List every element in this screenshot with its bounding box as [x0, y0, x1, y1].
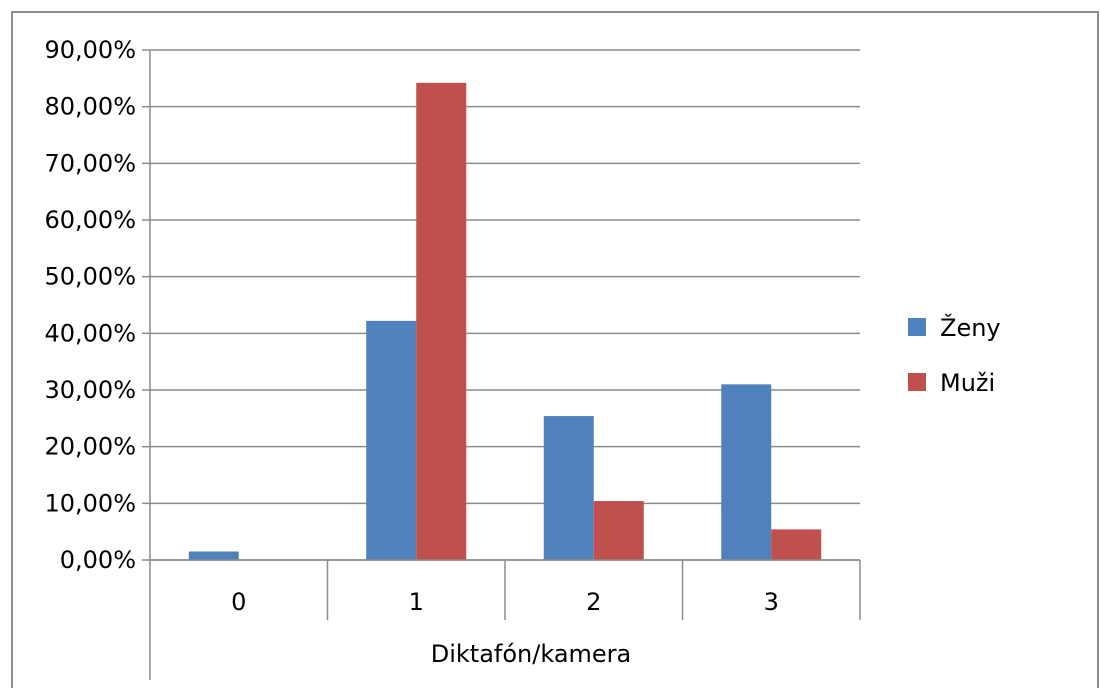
legend-label: Ženy — [940, 313, 1001, 342]
legend-swatch — [908, 373, 926, 391]
chart-border — [11, 11, 1099, 688]
legend-swatch — [908, 318, 926, 336]
y-tick-label: 80,00% — [44, 93, 136, 121]
bar-muzi-1 — [416, 82, 467, 560]
y-tick-label: 60,00% — [44, 206, 136, 234]
legend: Ženy Muži — [908, 313, 1001, 397]
y-axis: 0,00% 10,00% 20,00% 30,00% 40,00% 50,00% 60,00… — [44, 36, 151, 680]
y-tick-label: 40,00% — [44, 319, 136, 347]
legend-label: Muži — [940, 369, 995, 397]
y-tick-label: 30,00% — [44, 376, 136, 404]
bar-zeny-1 — [366, 320, 417, 560]
bar-zeny-0 — [188, 551, 239, 560]
x-tick-label: 3 — [764, 588, 779, 616]
y-tick-label: 20,00% — [44, 433, 136, 461]
x-axis: 0 1 2 3 — [150, 559, 861, 620]
gridlines — [150, 49, 860, 561]
y-tick-label: 70,00% — [44, 149, 136, 177]
y-tick-label: 90,00% — [44, 36, 136, 64]
x-axis-title: Diktafón/kamera — [431, 640, 632, 668]
bars — [188, 82, 822, 560]
bar-zeny-2 — [543, 416, 594, 560]
y-tick-label: 0,00% — [60, 546, 136, 574]
bar-muzi-2 — [593, 501, 644, 560]
y-tick-label: 10,00% — [44, 489, 136, 517]
bar-muzi-3 — [771, 529, 822, 560]
x-tick-label: 1 — [409, 588, 424, 616]
x-tick-label: 2 — [586, 588, 601, 616]
y-tick-label: 50,00% — [44, 263, 136, 291]
x-tick-label: 0 — [231, 588, 246, 616]
bar-zeny-3 — [721, 384, 772, 560]
